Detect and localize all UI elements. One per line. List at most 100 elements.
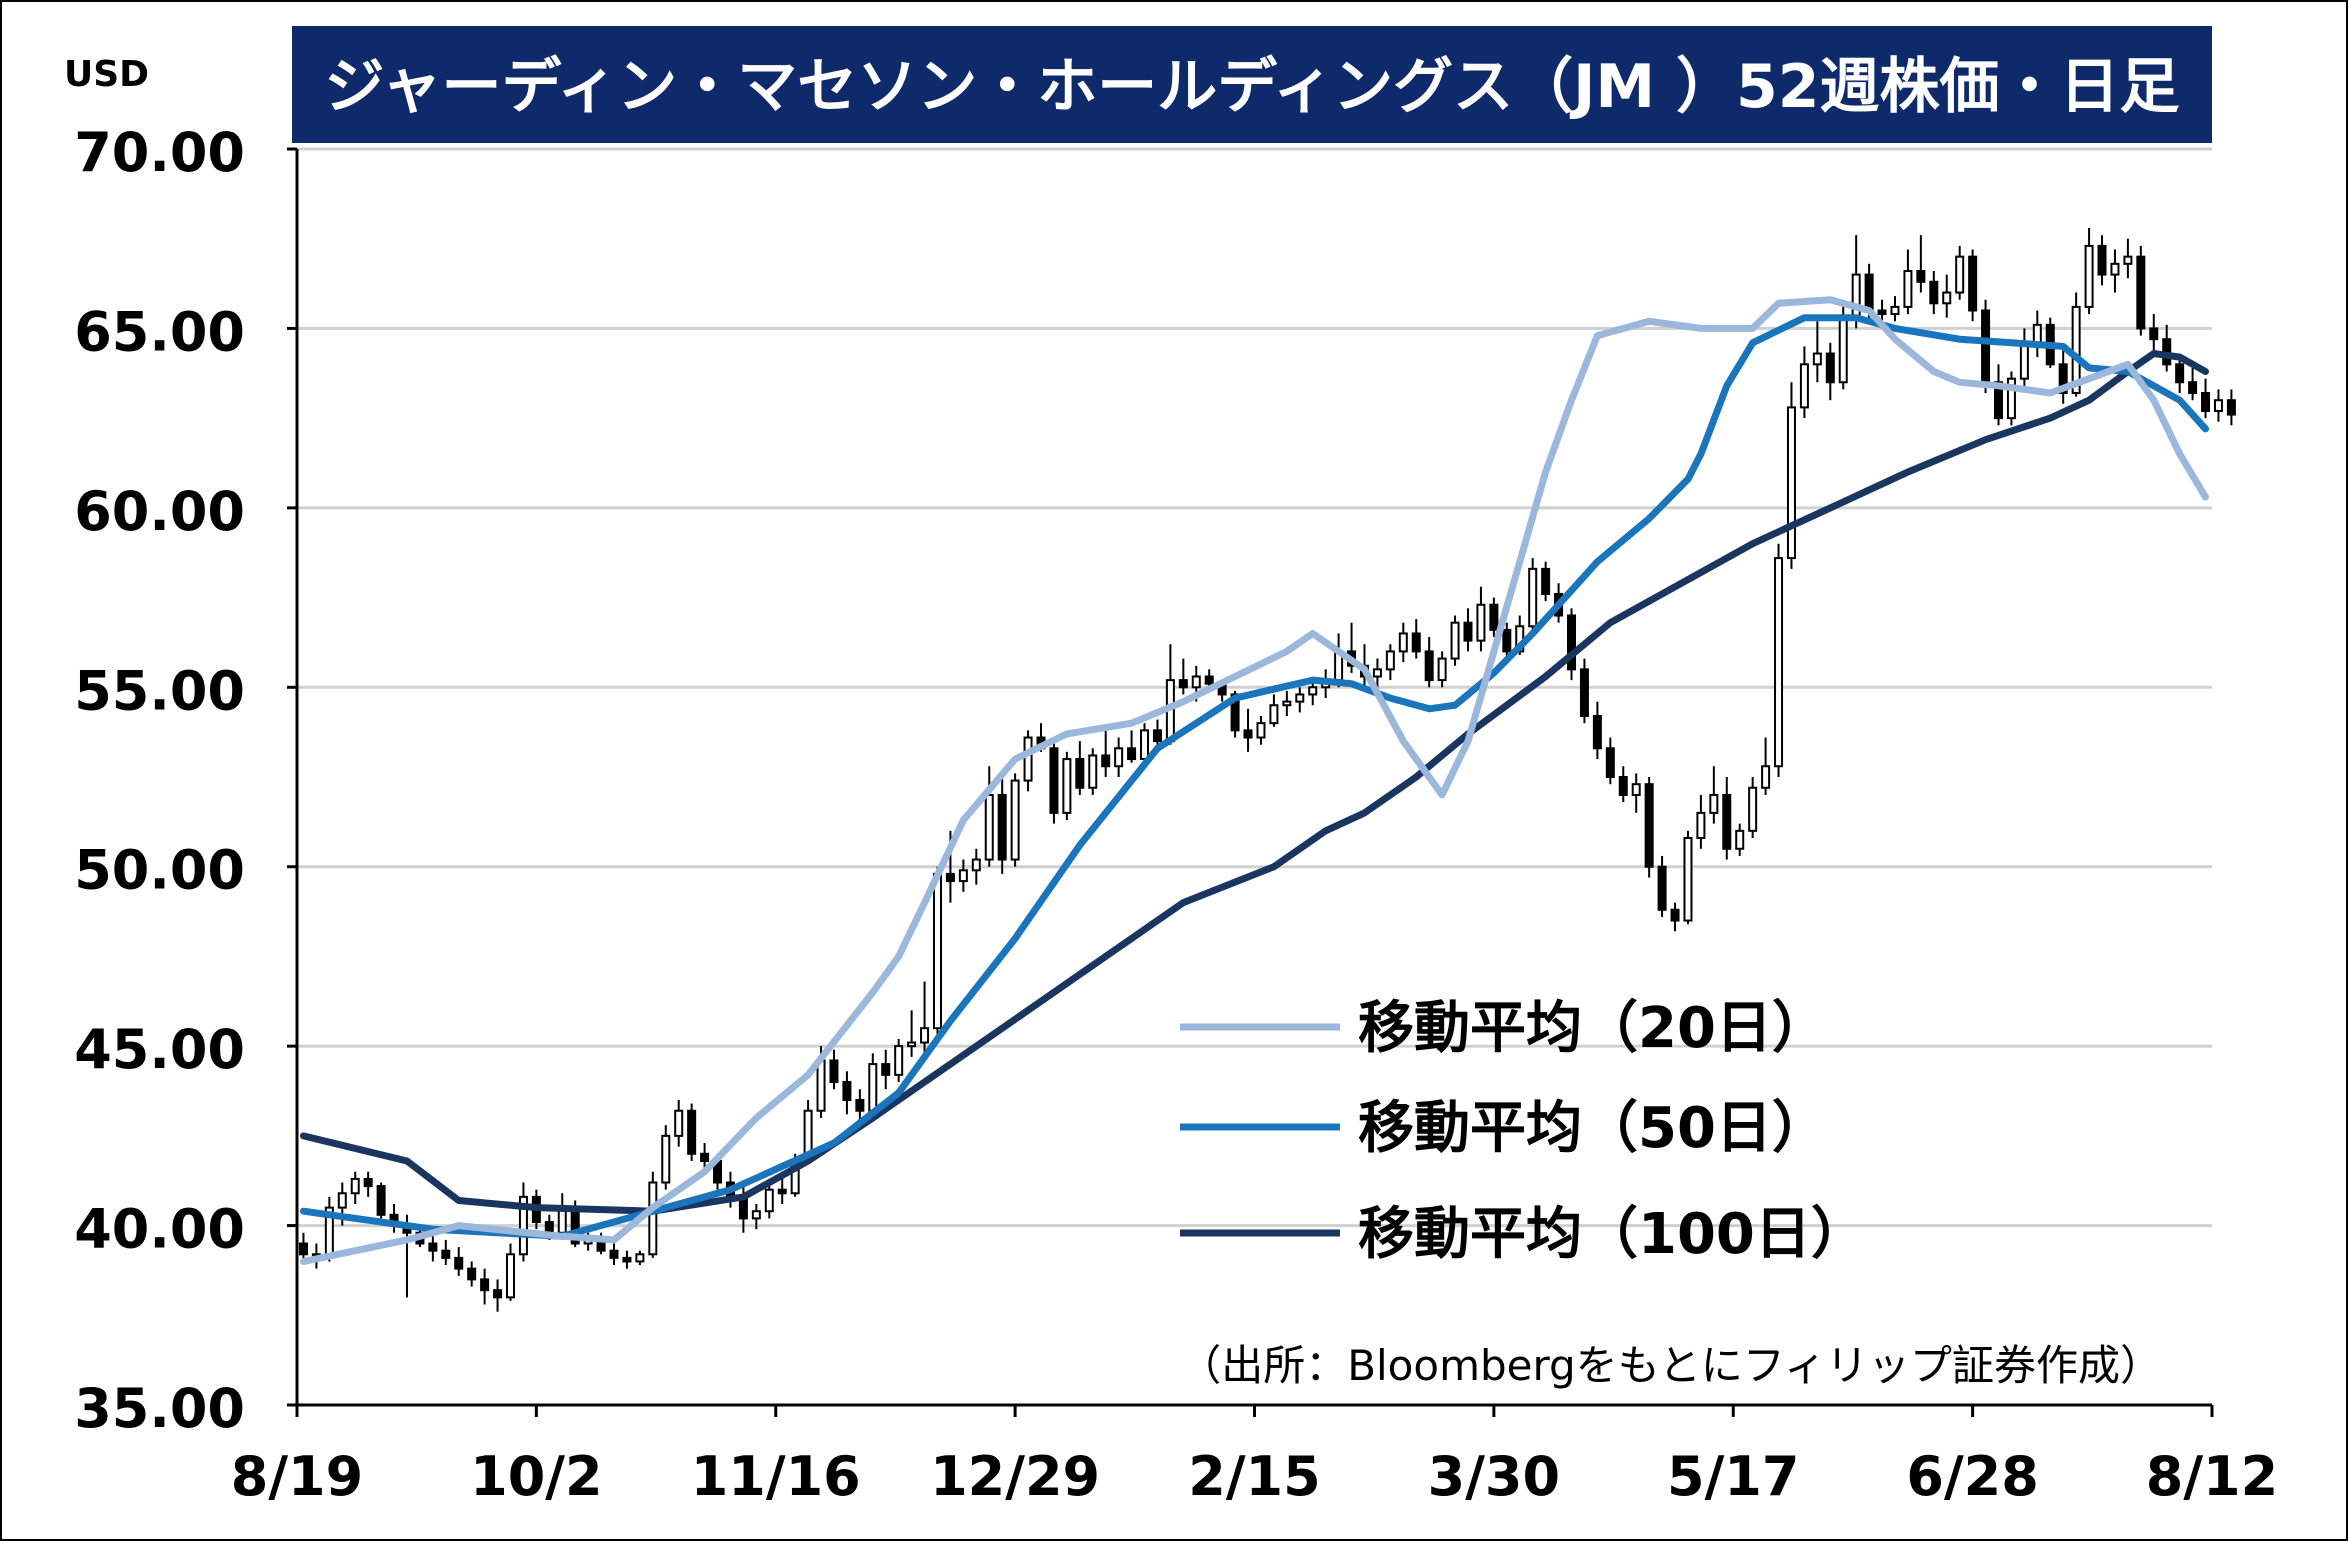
- candle-body: [816, 1059, 826, 1112]
- candle: [1786, 382, 1796, 569]
- legend-label-ma20: 移動平均（20日）: [1358, 996, 1828, 1061]
- candle-body: [648, 1181, 658, 1256]
- candle: [1411, 619, 1421, 659]
- candle: [674, 1099, 684, 1147]
- candle-body: [1605, 747, 1615, 779]
- candle: [1748, 777, 1758, 839]
- candle: [907, 1010, 917, 1057]
- candle: [2110, 249, 2120, 293]
- candle-body: [932, 872, 942, 1030]
- candle: [932, 866, 942, 1036]
- candle-body: [777, 1188, 787, 1195]
- candle-body: [1644, 783, 1654, 868]
- candle-body: [687, 1109, 697, 1155]
- candle-body: [428, 1242, 438, 1252]
- candle: [1088, 748, 1098, 795]
- candle: [1541, 561, 1551, 602]
- candle-body: [700, 1152, 710, 1162]
- candle-body: [881, 1063, 891, 1076]
- y-tick-label: 55.00: [74, 659, 245, 722]
- candle: [1981, 299, 1991, 394]
- candle: [842, 1071, 852, 1115]
- candle-body: [1243, 729, 1253, 739]
- candle-body: [1062, 758, 1072, 814]
- candle: [958, 859, 968, 892]
- candle: [829, 1049, 839, 1090]
- candle-body: [868, 1063, 878, 1112]
- candle-body: [1101, 754, 1111, 768]
- candle-body: [1748, 786, 1758, 832]
- candle: [324, 1196, 334, 1262]
- candle-body: [1838, 316, 1848, 384]
- candle: [1592, 701, 1602, 760]
- candle: [1631, 773, 1641, 813]
- candle: [1295, 687, 1305, 713]
- candle: [1735, 823, 1745, 856]
- candle: [1256, 715, 1266, 745]
- y-tick-label: 35.00: [74, 1377, 245, 1440]
- candle: [2032, 310, 2042, 358]
- x-axis-ticks: 8/19 10/2 11/16 12/29 2/15 3/30 5/17 6/28 8/12: [231, 1405, 2278, 1508]
- y-unit-label: USD: [64, 54, 149, 95]
- candlestick-series: [298, 227, 2236, 1312]
- candle-body: [1618, 776, 1628, 796]
- candle-body: [1023, 736, 1033, 782]
- candle-body: [1075, 758, 1085, 789]
- candle: [1243, 708, 1253, 752]
- candle: [1282, 690, 1292, 716]
- candle: [1269, 694, 1279, 727]
- legend-label-ma50: 移動平均（50日）: [1358, 1096, 1828, 1161]
- candle: [1424, 637, 1434, 688]
- candle: [1101, 730, 1111, 777]
- candle: [1528, 558, 1538, 634]
- candle-body: [1437, 657, 1447, 682]
- x-tick-label: 12/29: [930, 1445, 1100, 1508]
- candle: [1825, 342, 1835, 401]
- candle-body: [1489, 603, 1499, 631]
- candle: [635, 1250, 645, 1266]
- y-tick-label: 65.00: [74, 300, 245, 363]
- candle: [1114, 737, 1124, 777]
- candle-body: [2058, 363, 2068, 395]
- candle-body: [1683, 837, 1693, 922]
- candle-body: [1230, 693, 1240, 732]
- candle-body: [1994, 381, 2004, 420]
- candle-body: [505, 1253, 515, 1299]
- candle-body: [1812, 352, 1822, 366]
- candle: [1812, 321, 1822, 383]
- candle: [1489, 597, 1499, 638]
- candle-body: [1127, 747, 1137, 761]
- candle-body: [1450, 621, 1460, 660]
- candle-body: [1670, 908, 1680, 922]
- candle-body: [1955, 255, 1965, 294]
- candle-body: [2084, 244, 2094, 308]
- candle: [2201, 378, 2211, 419]
- candle-body: [751, 1210, 761, 1220]
- candle-body: [1140, 729, 1150, 761]
- candle-body: [1204, 675, 1214, 685]
- candle: [557, 1193, 567, 1237]
- candle-body: [298, 1242, 308, 1256]
- y-axis-ticks: 70.00 65.00 60.00 55.00 50.00 45.00 40.00 35.00: [74, 121, 297, 1440]
- candle: [1476, 586, 1486, 652]
- y-tick-label: 70.00: [74, 121, 245, 184]
- candle-body: [454, 1256, 464, 1270]
- candle-body: [855, 1098, 865, 1112]
- candle-body: [1864, 273, 1874, 312]
- x-tick-label: 8/19: [231, 1445, 363, 1508]
- candle-body: [1191, 675, 1201, 689]
- candle-body: [674, 1109, 684, 1137]
- candle-body: [1476, 603, 1486, 642]
- candle-body: [1877, 309, 1887, 316]
- candle-body: [1567, 614, 1577, 671]
- candle-body: [1114, 747, 1124, 768]
- candle: [881, 1049, 891, 1090]
- candle-body: [894, 1045, 904, 1076]
- candle-body: [2149, 327, 2159, 341]
- candle: [480, 1268, 490, 1305]
- candle: [1308, 680, 1318, 706]
- candle-body: [1256, 722, 1266, 739]
- candle: [518, 1182, 528, 1262]
- candle-body: [1903, 270, 1913, 308]
- series-line-ma100: [300, 350, 2209, 1215]
